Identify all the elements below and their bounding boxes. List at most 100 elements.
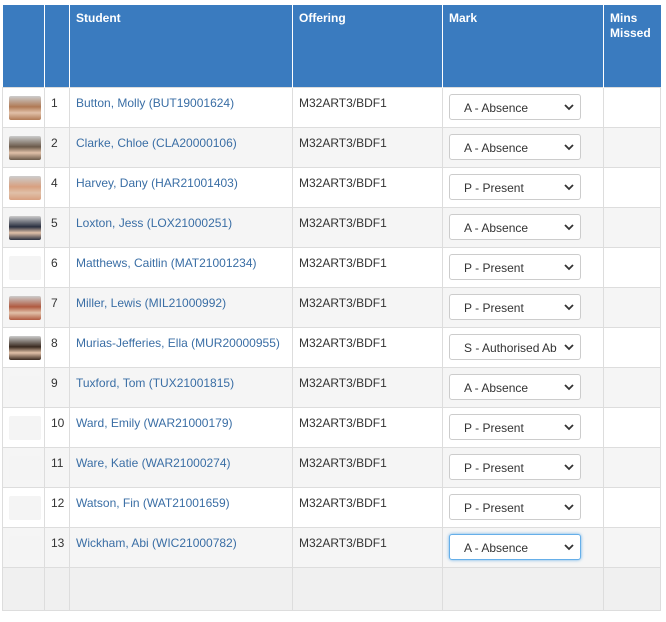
row-number: 7 (44, 287, 70, 328)
student-link[interactable]: Matthews, Caitlin (MAT21001234) (76, 256, 257, 270)
row-number: 2 (44, 127, 70, 168)
student-cell: Ward, Emily (WAR21000179) (69, 407, 293, 448)
mark-cell: P - Present (442, 487, 604, 528)
student-row: 11 Ware, Katie (WAR21000274) M32ART3/BDF1 P… (2, 447, 661, 488)
student-photo (9, 456, 41, 480)
row-number: 8 (44, 327, 70, 368)
mark-select[interactable]: P - Present (449, 494, 581, 520)
header-cell: Offering (292, 5, 443, 88)
mark-value: P - Present (464, 461, 524, 475)
chevron (564, 184, 574, 191)
mark-select[interactable]: A - Absence (449, 94, 581, 120)
mark-select[interactable]: A - Absence (449, 134, 581, 160)
chevron (564, 304, 574, 311)
student-photo (9, 256, 41, 280)
mins-missed (603, 167, 661, 208)
photo-cell (2, 447, 45, 488)
photo-cell (2, 407, 45, 448)
mark-value: A - Absence (464, 541, 529, 555)
mark-cell: A - Absence (442, 87, 604, 128)
photo-cell (2, 167, 45, 208)
header-cell: Mins Missed (603, 5, 661, 88)
photo-cell (2, 87, 45, 128)
student-photo (9, 216, 41, 240)
photo-cell (2, 487, 45, 528)
student-link[interactable]: Harvey, Dany (HAR21001403) (76, 176, 238, 190)
offering: M32ART3/BDF1 (292, 127, 443, 168)
header-row: Student Offering Mark Mins Missed (2, 5, 661, 88)
mark-cell: P - Present (442, 287, 604, 328)
student-cell: Harvey, Dany (HAR21001403) (69, 167, 293, 208)
mins-missed (603, 527, 661, 568)
student-row: 8 Murias-Jefferies, Ella (MUR20000955) M32… (2, 327, 661, 368)
student-link[interactable]: Ward, Emily (WAR21000179) (76, 416, 233, 430)
offering: M32ART3/BDF1 (292, 287, 443, 328)
student-photo (9, 136, 41, 160)
row-number: 13 (44, 527, 70, 568)
mins-missed (603, 447, 661, 488)
offering: M32ART3/BDF1 (292, 87, 443, 128)
mark-cell: P - Present (442, 407, 604, 448)
offering: M32ART3/BDF1 (292, 487, 443, 528)
mark-select[interactable]: P - Present (449, 454, 581, 480)
mark-select[interactable]: A - Absence (449, 374, 581, 400)
photo-cell (2, 207, 45, 248)
empty-cell (69, 567, 293, 611)
mark-value: A - Absence (464, 381, 529, 395)
photo-cell (2, 527, 45, 568)
student-link[interactable]: Miller, Lewis (MIL21000992) (76, 296, 227, 310)
student-link[interactable]: Button, Molly (BUT19001624) (76, 96, 235, 110)
offering: M32ART3/BDF1 (292, 207, 443, 248)
mark-cell: A - Absence (442, 127, 604, 168)
mark-value: P - Present (464, 501, 524, 515)
student-link[interactable]: Clarke, Chloe (CLA20000106) (76, 136, 237, 150)
mark-select[interactable]: P - Present (449, 254, 581, 280)
student-row: 2 Clarke, Chloe (CLA20000106) M32ART3/BDF1… (2, 127, 661, 168)
student-link[interactable]: Murias-Jefferies, Ella (MUR20000955) (76, 336, 280, 350)
chevron (564, 104, 574, 111)
offering: M32ART3/BDF1 (292, 527, 443, 568)
student-cell: Ware, Katie (WAR21000274) (69, 447, 293, 488)
student-link[interactable]: Watson, Fin (WAT21001659) (76, 496, 230, 510)
student-link[interactable]: Ware, Katie (WAR21000274) (76, 456, 231, 470)
student-photo (9, 336, 41, 360)
mins-missed (603, 367, 661, 408)
student-link[interactable]: Loxton, Jess (LOX21000251) (76, 216, 233, 230)
student-link[interactable]: Tuxford, Tom (TUX21001815) (76, 376, 235, 390)
empty-cell (603, 567, 661, 611)
chevron (564, 144, 574, 151)
mins-missed (603, 207, 661, 248)
mark-cell: P - Present (442, 167, 604, 208)
student-cell: Button, Molly (BUT19001624) (69, 87, 293, 128)
mark-value: P - Present (464, 261, 524, 275)
chevron (564, 344, 574, 351)
student-cell: Murias-Jefferies, Ella (MUR20000955) (69, 327, 293, 368)
mark-select[interactable]: A - Absence (449, 214, 581, 240)
mark-select[interactable]: P - Present (449, 414, 581, 440)
student-row: 5 Loxton, Jess (LOX21000251) M32ART3/BDF1 A… (2, 207, 661, 248)
mark-cell: P - Present (442, 447, 604, 488)
mins-missed (603, 487, 661, 528)
student-cell: Matthews, Caitlin (MAT21001234) (69, 247, 293, 288)
row-number: 9 (44, 367, 70, 408)
student-row: 4 Harvey, Dany (HAR21001403) M32ART3/BDF1 P… (2, 167, 661, 208)
offering: M32ART3/BDF1 (292, 447, 443, 488)
row-number: 6 (44, 247, 70, 288)
student-cell: Loxton, Jess (LOX21000251) (69, 207, 293, 248)
mark-select[interactable]: P - Present (449, 174, 581, 200)
mark-cell: A - Absence (442, 527, 604, 568)
student-photo (9, 536, 41, 560)
mark-select[interactable]: A - Absence (449, 534, 581, 560)
mark-cell: A - Absence (442, 367, 604, 408)
photo-cell (2, 127, 45, 168)
student-link[interactable]: Wickham, Abi (WIC21000782) (76, 536, 237, 550)
offering: M32ART3/BDF1 (292, 367, 443, 408)
register: Student Offering Mark Mins Missed 1 Butto… (2, 5, 661, 611)
student-row: 7 Miller, Lewis (MIL21000992) M32ART3/BDF1… (2, 287, 661, 328)
mark-cell: A - Absence (442, 207, 604, 248)
mark-select[interactable]: P - Present (449, 294, 581, 320)
row-number: 4 (44, 167, 70, 208)
mark-select[interactable]: S - Authorised Ab (449, 334, 581, 360)
mins-missed (603, 87, 661, 128)
